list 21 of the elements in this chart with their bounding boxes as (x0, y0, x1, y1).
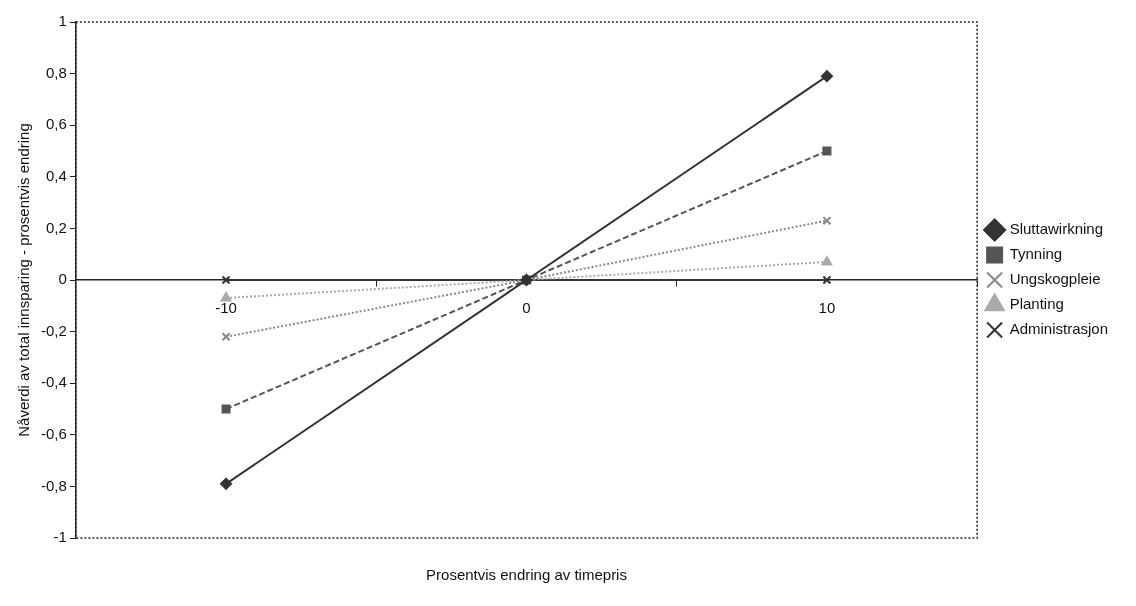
y-tick-label: -0,6 (40, 424, 67, 442)
y-tick-label: -0,8 (40, 476, 67, 494)
legend-label: Tynning (1009, 245, 1063, 263)
x-tick-label: 0 (522, 299, 531, 317)
y-tick-label: 0,6 (45, 115, 67, 133)
y-tick-label: -0,2 (40, 321, 67, 339)
x-axis-title: Prosentvis endring av timepris (426, 566, 627, 584)
y-tick-label: -1 (53, 528, 67, 546)
x-tick-label: -10 (215, 299, 237, 317)
y-tick-label: 0,2 (45, 218, 67, 236)
y-tick-label: 1 (58, 12, 67, 30)
y-tick-label: -0,4 (40, 373, 67, 391)
legend-label: Administrasjon (1009, 320, 1108, 338)
legend-label: Planting (1009, 295, 1064, 313)
x-tick-label: 10 (818, 299, 836, 317)
y-tick-label: 0,8 (45, 63, 67, 81)
y-axis-title: Nåverdi av total innsparing - prosentvis endring (15, 123, 33, 437)
y-tick-label: 0,4 (45, 166, 67, 184)
legend-label: Ungskogpleie (1009, 270, 1101, 288)
y-tick-label: 0 (58, 270, 67, 288)
legend-label: Sluttawirkning (1009, 220, 1104, 238)
